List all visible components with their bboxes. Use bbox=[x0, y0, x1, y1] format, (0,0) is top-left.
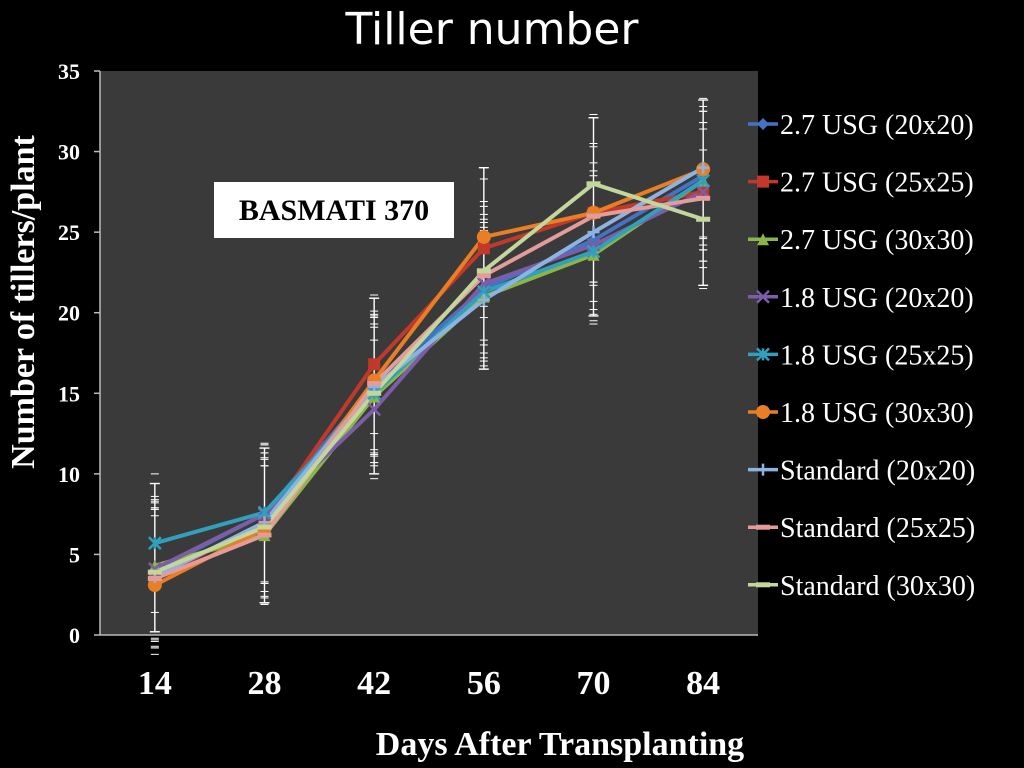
data-point bbox=[147, 536, 162, 551]
data-point bbox=[476, 273, 491, 279]
data-point bbox=[587, 226, 600, 239]
legend-swatch-marker bbox=[756, 582, 770, 588]
y-tick-label: 5 bbox=[69, 542, 80, 567]
data-point bbox=[696, 173, 711, 188]
series-line-7 bbox=[153, 165, 705, 579]
legend-swatch-marker bbox=[757, 118, 769, 130]
legend-entry: Standard (25x25) bbox=[780, 513, 975, 544]
y-tick-label: 35 bbox=[58, 59, 80, 84]
annotation-box bbox=[214, 182, 454, 238]
data-point bbox=[147, 578, 162, 593]
plot-area bbox=[100, 71, 758, 635]
data-point bbox=[476, 268, 491, 274]
x-tick-label: 84 bbox=[686, 665, 720, 702]
legend-entry: 1.8 USG (20x20) bbox=[780, 283, 974, 314]
legend-entry: 2.7 USG (30x30) bbox=[780, 225, 974, 256]
y-tick-label: 20 bbox=[58, 301, 80, 326]
data-point bbox=[586, 181, 601, 187]
legend: 2.7 USG (20x20) 2.7 USG (25x25) 2.7 USG (3… bbox=[748, 110, 975, 602]
series-line-4 bbox=[153, 190, 705, 571]
x-axis-label: Days After Transplanting bbox=[376, 726, 744, 763]
data-point bbox=[147, 569, 162, 575]
legend-entry: Standard (20x20) bbox=[780, 456, 975, 487]
series-markers bbox=[147, 161, 711, 593]
y-tick-label: 15 bbox=[58, 381, 80, 406]
y-axis-label: Number of tillers/plant bbox=[5, 134, 42, 468]
x-tick-label: 56 bbox=[467, 665, 501, 702]
legend-entry: 1.8 USG (30x30) bbox=[780, 398, 974, 429]
x-tick-label: 70 bbox=[577, 665, 611, 702]
data-point bbox=[148, 559, 161, 572]
x-tick-label: 14 bbox=[138, 665, 172, 702]
data-point bbox=[367, 402, 382, 417]
x-tick-labels: 14 28 42 56 70 84 bbox=[138, 665, 720, 702]
data-point bbox=[257, 524, 272, 530]
legend-swatch-marker bbox=[757, 463, 769, 476]
legend-swatch-marker bbox=[757, 175, 769, 188]
series-line-9 bbox=[154, 181, 704, 575]
chart-title: Tiller number bbox=[344, 4, 639, 55]
data-point bbox=[147, 576, 162, 582]
y-tick-label: 0 bbox=[69, 623, 80, 648]
x-tick-label: 28 bbox=[248, 665, 282, 702]
data-point bbox=[696, 216, 711, 222]
data-point bbox=[476, 229, 491, 244]
data-point bbox=[368, 358, 381, 371]
legend-entry: Standard (30x30) bbox=[780, 571, 975, 602]
data-point bbox=[586, 244, 601, 259]
legend-entry: 2.7 USG (25x25) bbox=[780, 168, 974, 199]
series-lines bbox=[153, 165, 705, 587]
axes bbox=[94, 70, 758, 636]
data-point bbox=[477, 242, 490, 255]
annotation-label: BASMATI 370 bbox=[239, 194, 429, 227]
legend-swatch-marker bbox=[757, 233, 769, 246]
data-point bbox=[367, 381, 382, 387]
legend-swatch-marker bbox=[756, 405, 770, 419]
y-tick-label: 10 bbox=[58, 462, 80, 487]
legend-swatch-marker bbox=[756, 524, 770, 530]
data-point bbox=[697, 161, 710, 174]
data-point bbox=[477, 293, 490, 306]
data-point bbox=[257, 532, 272, 538]
series-line-6 bbox=[153, 167, 704, 587]
legend-swatch-marker bbox=[756, 289, 770, 304]
data-point bbox=[586, 213, 601, 219]
legend-entry: 2.7 USG (20x20) bbox=[780, 110, 974, 141]
y-tick-label: 30 bbox=[58, 140, 80, 165]
legend-swatch-marker bbox=[756, 347, 770, 362]
y-tick-labels: 0 5 10 15 20 25 30 35 bbox=[58, 59, 80, 648]
legend-entry: 1.8 USG (25x25) bbox=[780, 340, 974, 371]
y-tick-label: 25 bbox=[58, 220, 80, 245]
data-point bbox=[696, 195, 711, 201]
x-tick-label: 42 bbox=[357, 665, 391, 702]
error-bars bbox=[149, 97, 709, 655]
data-point bbox=[367, 390, 382, 396]
